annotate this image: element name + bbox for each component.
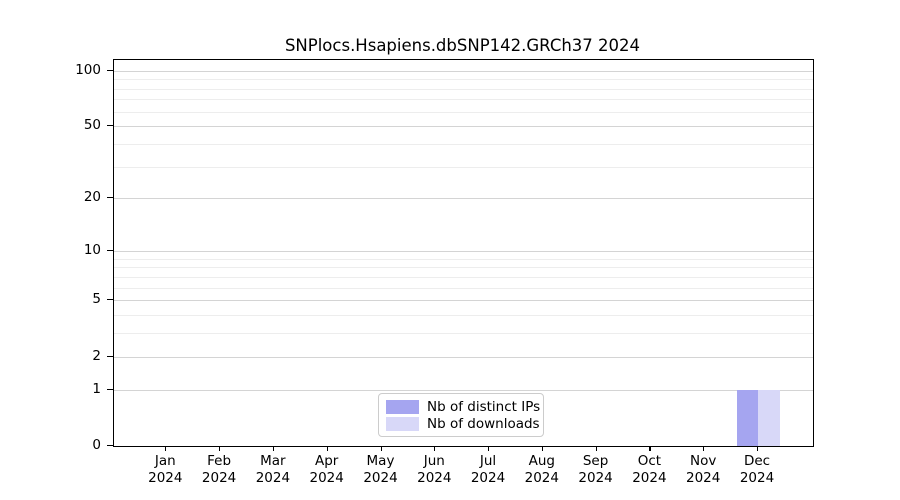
y-tick-mark [107,388,113,390]
x-tick-mark [649,446,651,451]
minor-gridline [114,143,813,145]
minor-gridline [114,287,813,289]
x-tick-label-apr: Apr 2024 [309,453,344,486]
x-tick-label-dec: Dec 2024 [739,453,775,486]
x-tick-mark [757,446,759,451]
x-tick-mark [165,446,167,451]
x-tick-mark [219,446,221,451]
x-tick-mark [380,446,382,451]
bar-dec-downloads [758,389,780,446]
x-tick-label-sep: Sep 2024 [578,453,613,486]
y-tick-mark [107,445,113,447]
minor-gridline [114,315,813,317]
x-tick-label-feb: Feb 2024 [201,453,237,486]
legend-swatch-downloads [386,417,419,431]
y-tick-mark [107,197,113,199]
major-gridline [114,300,813,302]
y-tick-mark [107,125,113,127]
x-tick-label-nov: Nov 2024 [686,453,721,486]
x-tick-mark [326,446,328,451]
y-tick-label: 0 [92,437,101,453]
minor-gridline [114,99,813,101]
y-tick-mark [107,355,113,357]
x-tick-label-mar: Mar 2024 [255,453,291,486]
x-tick-mark [595,446,597,451]
minor-gridline [114,267,813,269]
x-tick-label-jan: Jan 2024 [148,453,183,486]
y-tick-mark [107,249,113,252]
plot-area [113,59,814,447]
major-gridline [114,250,813,252]
y-tick-label: 50 [83,117,101,134]
y-tick-label: 20 [83,189,101,206]
legend-swatch-distinct-ips [386,400,419,414]
x-tick-mark [488,446,490,451]
y-tick-label: 5 [92,291,101,308]
y-tick-mark [107,69,113,71]
y-tick-label: 2 [92,347,101,364]
x-tick-mark [272,446,275,451]
y-tick-label: 100 [75,61,101,78]
minor-gridline [114,166,813,168]
major-gridline [114,126,813,128]
legend: Nb of distinct IPs Nb of downloads [378,393,544,437]
minor-gridline [114,258,813,260]
x-tick-mark [434,446,436,451]
bar-dec-distinct-ips [736,389,758,446]
y-tick-label: 10 [83,241,101,258]
minor-gridline [114,88,813,90]
legend-item-distinct-ips: Nb of distinct IPs [386,399,540,415]
x-tick-mark [541,446,543,451]
x-tick-label-may: May 2024 [363,453,398,486]
y-tick-mark [107,299,113,301]
legend-label-distinct-ips: Nb of distinct IPs [427,398,541,415]
chart-title: SNPlocs.Hsapiens.dbSNP142.GRCh37 2024 [284,36,641,55]
x-tick-label-jun: Jun 2024 [417,453,452,486]
major-gridline [114,389,813,391]
major-gridline [114,356,813,358]
x-tick-label-aug: Aug 2024 [524,453,559,486]
minor-gridline [114,276,813,278]
legend-label-downloads: Nb of downloads [427,415,540,432]
major-gridline [114,198,813,200]
minor-gridline [114,333,813,335]
minor-gridline [114,111,813,113]
x-tick-mark [703,446,705,451]
minor-gridline [114,79,813,81]
x-tick-label-jul: Jul 2024 [470,453,506,486]
x-tick-label-oct: Oct 2024 [632,453,667,486]
y-tick-label: 1 [92,380,101,397]
major-gridline [114,70,813,72]
legend-item-downloads: Nb of downloads [386,416,540,432]
